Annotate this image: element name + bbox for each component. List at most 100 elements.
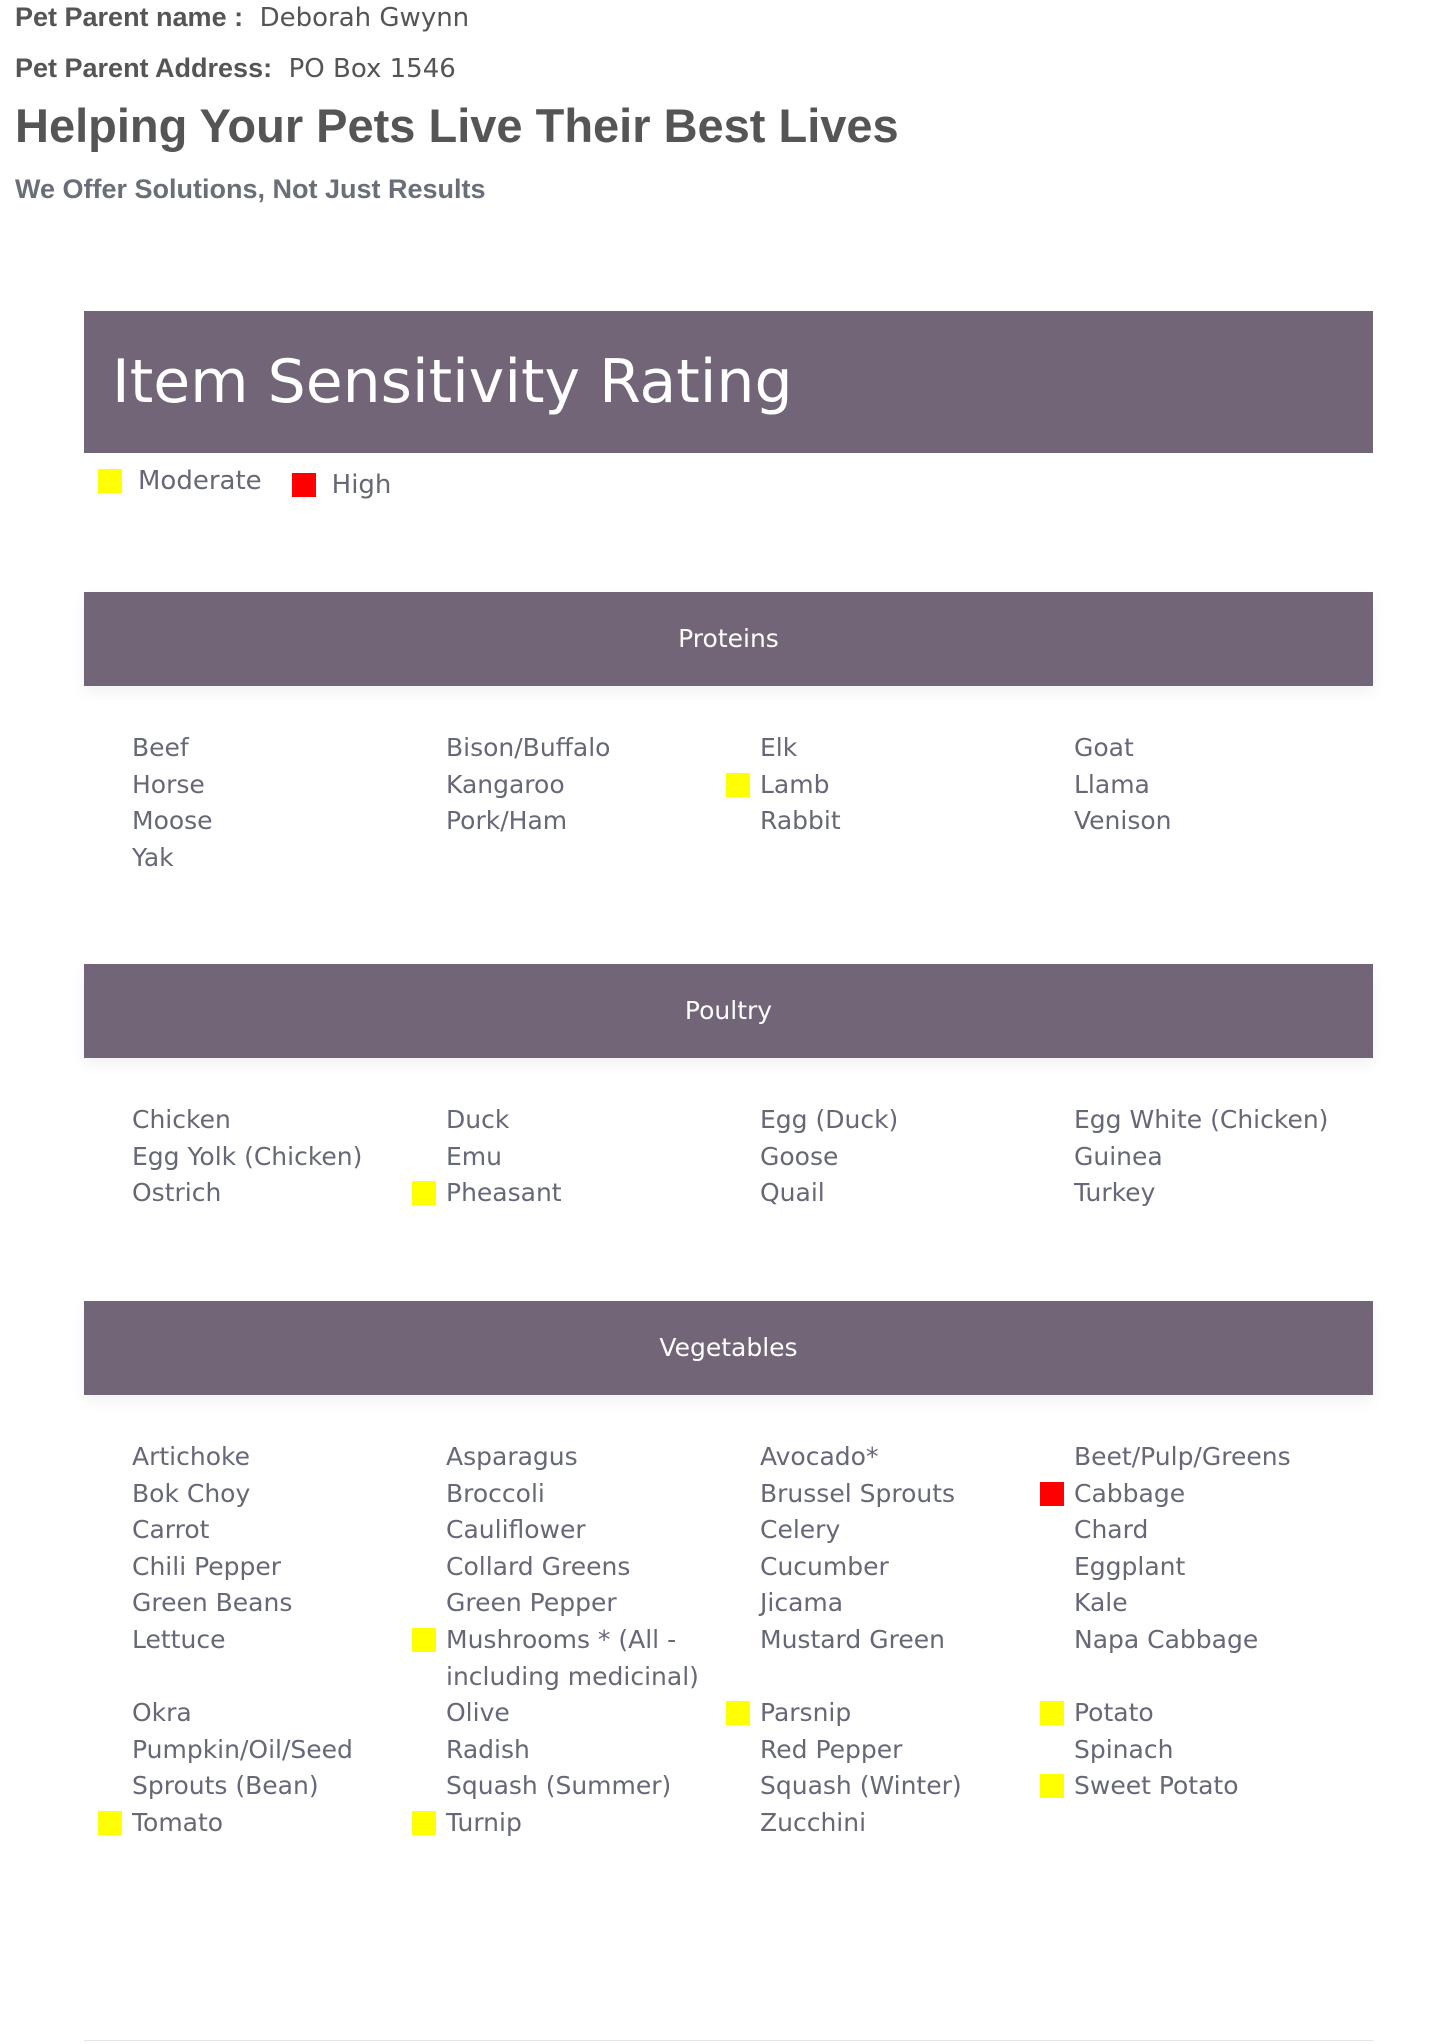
name-label: Pet Parent name : <box>15 2 244 32</box>
rating-marker <box>98 809 122 833</box>
subtitle: We Offer Solutions, Not Just Results <box>15 174 486 204</box>
rating-marker <box>1040 1591 1064 1615</box>
item-name: Okra <box>132 1698 192 1728</box>
item: Mushrooms * (All - including medicinal) <box>412 1622 726 1695</box>
item: Collard Greens <box>412 1549 726 1586</box>
item-name: Squash (Summer) <box>446 1771 672 1801</box>
item-name: Venison <box>1074 806 1172 836</box>
item-name: Sweet Potato <box>1074 1771 1239 1801</box>
legend-label: Moderate <box>138 466 262 496</box>
rating-marker <box>98 1810 122 1835</box>
item-name: Ostrich <box>132 1178 222 1208</box>
item: Ostrich <box>98 1175 412 1212</box>
rating-marker <box>412 1738 436 1762</box>
item-name: Beet/Pulp/Greens <box>1074 1442 1291 1471</box>
item: Quail <box>726 1175 1040 1212</box>
item-name: Asparagus <box>446 1442 578 1471</box>
item-name: Emu <box>446 1141 502 1171</box>
section-header: Poultry <box>84 964 1373 1058</box>
item: Egg (Duck) <box>726 1102 1040 1139</box>
rating-marker <box>98 1555 122 1579</box>
rating-marker <box>1040 1518 1064 1542</box>
item-name: Bok Choy <box>132 1478 251 1508</box>
name-value: Deborah Gwynn <box>259 3 470 33</box>
item-name: Broccoli <box>446 1478 545 1508</box>
item-name: Squash (Winter) <box>760 1771 962 1801</box>
divider <box>84 2040 1373 2041</box>
item-name: Horse <box>132 769 205 799</box>
item: Eggplant <box>1040 1549 1354 1586</box>
item: Napa Cabbage <box>1040 1622 1354 1695</box>
rating-marker <box>98 1181 122 1205</box>
item: Horse <box>98 767 412 804</box>
rating-marker <box>98 1482 122 1506</box>
item-name: Napa Cabbage <box>1074 1624 1259 1654</box>
item-grid: Beef Bison/Buffalo Elk Goat Horse Kangaroo Lam… <box>84 686 1373 876</box>
item: Mustard Green <box>726 1622 1040 1695</box>
rating-marker <box>412 1482 436 1506</box>
item-name: Olive <box>446 1698 510 1728</box>
item-name: Jicama <box>760 1588 844 1618</box>
item-name: Carrot <box>132 1515 210 1545</box>
item: Okra <box>98 1695 412 1732</box>
item: Yak <box>98 840 412 877</box>
section-header: Vegetables <box>84 1301 1373 1395</box>
item: Tomato <box>98 1805 412 1842</box>
rating-marker <box>726 1774 750 1798</box>
item: Egg White (Chicken) <box>1040 1102 1354 1139</box>
item-name: Kangaroo <box>446 769 565 799</box>
item-name: Brussel Sprouts <box>760 1478 956 1508</box>
banner: Item Sensitivity Rating <box>84 311 1373 453</box>
address-row: Pet Parent Address: PO Box 1546 <box>15 53 456 84</box>
item-name: Pumpkin/Oil/Seed <box>132 1734 353 1764</box>
rating-marker <box>98 1445 122 1469</box>
item: Kangaroo <box>412 767 726 804</box>
rating-marker <box>726 1145 750 1169</box>
item: Elk <box>726 730 1040 767</box>
rating-marker <box>1040 809 1064 833</box>
item: Llama <box>1040 767 1354 804</box>
name-row: Pet Parent name : Deborah Gwynn <box>15 2 469 33</box>
rating-marker <box>98 1108 122 1132</box>
item-name: Red Pepper <box>760 1734 903 1764</box>
rating-marker <box>412 1627 436 1652</box>
section: Vegetables Artichoke Asparagus Avocado* Beet… <box>84 1301 1373 1842</box>
item-name: Green Beans <box>132 1588 293 1618</box>
item-name: Avocado* <box>760 1442 879 1471</box>
item-name: Cucumber <box>760 1551 889 1581</box>
rating-marker <box>1040 1774 1064 1799</box>
rating-marker <box>412 1108 436 1132</box>
item-name: Tomato <box>132 1807 224 1837</box>
item: Rabbit <box>726 803 1040 840</box>
address-label: Pet Parent Address: <box>15 53 273 83</box>
item: Broccoli <box>412 1476 726 1513</box>
legend-swatch <box>98 469 122 493</box>
item: Cucumber <box>726 1549 1040 1586</box>
item-name: Egg Yolk (Chicken) <box>132 1141 363 1171</box>
rating-marker <box>726 1445 750 1469</box>
rating-marker <box>1040 1181 1064 1205</box>
item-name: Turnip <box>446 1807 522 1837</box>
item-name: Cauliflower <box>446 1515 586 1545</box>
rating-marker <box>412 1518 436 1542</box>
item: Asparagus <box>412 1439 726 1476</box>
rating-marker <box>1040 1108 1064 1132</box>
item: Lettuce <box>98 1622 412 1695</box>
section-header: Proteins <box>84 592 1373 686</box>
item-name: Cabbage <box>1074 1478 1186 1508</box>
item-name: Goat <box>1074 733 1134 762</box>
rating-marker <box>98 736 122 760</box>
item-name: Zucchini <box>760 1807 867 1837</box>
section: Proteins Beef Bison/Buffalo Elk Goat Horse Kan… <box>84 592 1373 876</box>
section: Poultry Chicken Duck Egg (Duck) Egg White (C… <box>84 964 1373 1212</box>
rating-marker <box>412 1145 436 1169</box>
legend-swatch <box>291 473 316 497</box>
rating-marker <box>726 809 750 833</box>
item: Carrot <box>98 1512 412 1549</box>
item: Pumpkin/Oil/Seed <box>98 1732 412 1769</box>
item-name: Bison/Buffalo <box>446 733 611 762</box>
item-name: Mustard Green <box>760 1624 945 1654</box>
rating-marker <box>726 1482 750 1506</box>
item: Red Pepper <box>726 1732 1040 1769</box>
legend-item: Moderate <box>98 462 262 500</box>
